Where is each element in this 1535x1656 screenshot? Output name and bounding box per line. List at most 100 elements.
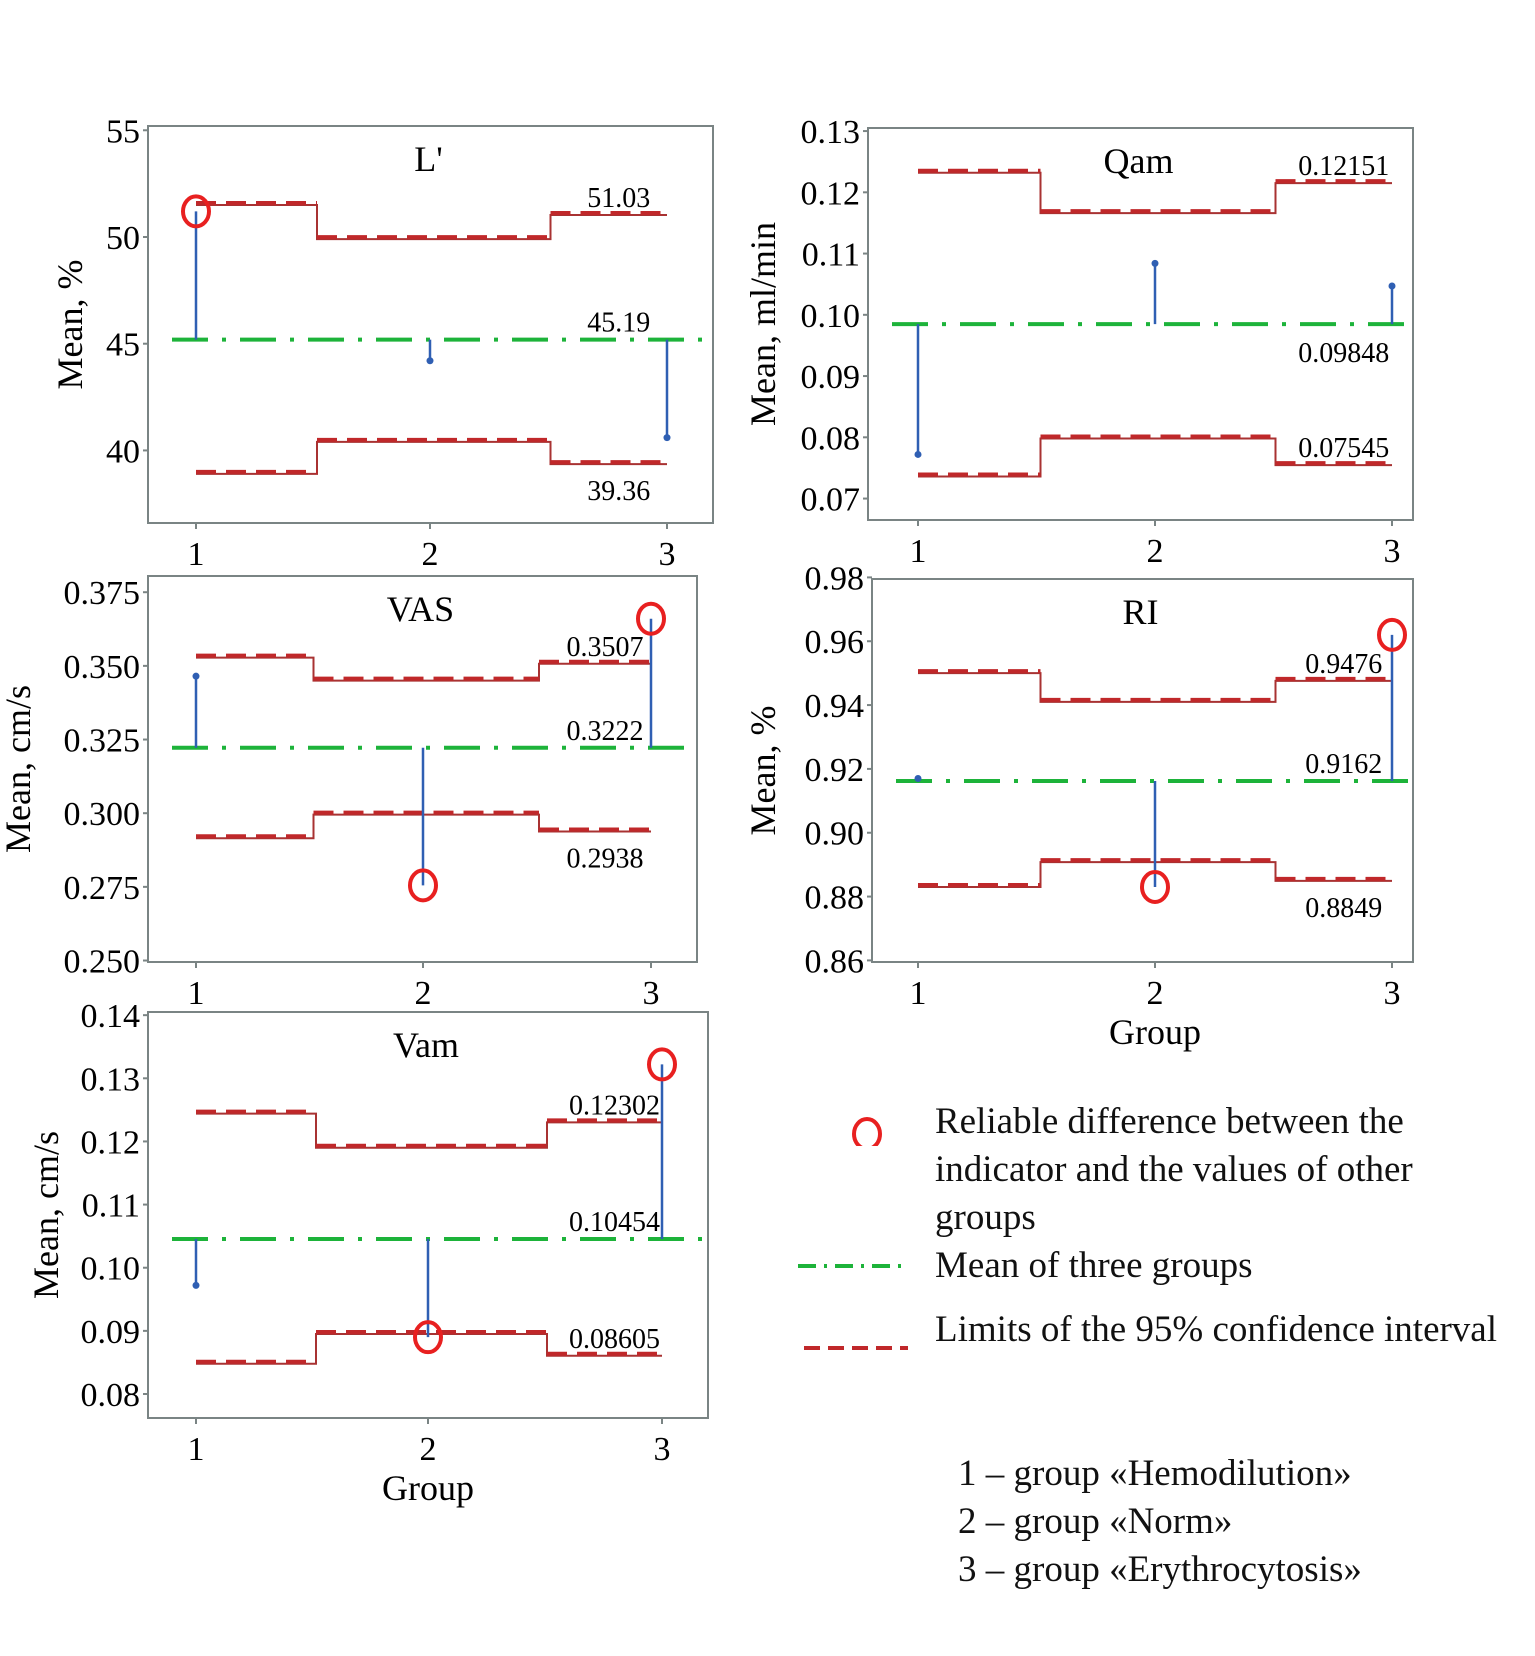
significant-difference-marker [1140,869,1170,904]
y-tick-label: 40 [106,433,140,470]
x-tick-label: 3 [1384,533,1401,570]
upper-limit-label: 0.12302 [569,1090,660,1121]
y-tick-label: 0.275 [64,870,141,907]
y-tick-label: 0.325 [64,723,141,760]
lower-limits-step [918,861,1392,888]
legend-label-limits: Limits of the 95% confidence interval [935,1309,1498,1350]
group-mean-point [192,672,200,680]
y-tick-label: 0.96 [805,624,865,661]
chart-panel-1: L' 40 45 50 55 1 2 3 Mean, % 45.19 51.03 39.36 [50,113,714,573]
lower-limit-label: 39.36 [587,476,650,507]
significant-difference-marker [408,868,438,903]
y-tick-label: 50 [106,220,140,257]
y-tick-label: 0.13 [81,1061,141,1098]
group-key-1: 1 – group «Hemodilution» [958,1453,1352,1494]
chart-title: Vam [393,1025,459,1065]
x-axis-label: Group [382,1468,474,1508]
plot-frame [871,578,1414,963]
upper-limit-label: 0.12151 [1298,151,1389,182]
x-tick-label: 2 [1147,975,1164,1012]
y-tick-label: 0.09 [81,1314,141,1351]
y-tick-label: 0.08 [801,420,861,457]
chart-panel-5: Vam 0.08 0.09 0.10 0.11 0.12 0.13 0.14 1 2 3 Mean, … [26,998,709,1508]
y-tick-label: 0.250 [64,944,141,981]
y-tick-label: 0.350 [64,649,141,686]
y-axis-label: Mean, % [50,260,90,390]
chart-panel-4: RI 0.86 0.88 0.90 0.92 0.94 0.96 0.98 1 2 3 Mean, %… [743,560,1414,1052]
legend: Reliable difference between the indicato… [790,1098,1510,1402]
red-circle-icon [852,1117,882,1146]
x-tick-label: 1 [188,975,205,1012]
legend-item-limits: Limits of the 95% confidence interval [790,1306,1510,1402]
grand-mean-label: 0.3222 [567,716,644,747]
upper-limit-label: 0.9476 [1305,649,1382,680]
significant-difference-marker [1377,617,1407,652]
group-key-2: 2 – group «Norm» [958,1501,1233,1542]
legend-label-significant: Reliable difference between the indicato… [935,1101,1413,1238]
significant-difference-marker [636,601,666,636]
y-tick-label: 0.10 [81,1251,141,1288]
x-tick-label: 1 [910,975,927,1012]
legend-item-significant: Reliable difference between the indicato… [790,1098,1510,1242]
significant-difference-marker [647,1047,677,1082]
y-tick-label: 0.13 [801,114,861,151]
y-tick-label: 0.300 [64,796,141,833]
y-tick-label: 55 [106,113,140,150]
upper-limit-label: 51.03 [587,183,650,214]
x-tick-label: 3 [659,536,676,573]
grand-mean-label: 0.10454 [569,1207,660,1238]
legend-label-mean: Mean of three groups [935,1245,1253,1286]
chart-title: L' [414,139,442,179]
y-tick-label: 0.07 [801,482,861,519]
group-mean-point [914,450,922,458]
x-tick-label: 1 [188,1431,205,1468]
upper-limits-step [196,656,651,682]
x-tick-label: 3 [1384,975,1401,1012]
x-tick-label: 2 [1147,533,1164,570]
significant-difference-marker [413,1320,443,1355]
y-tick-label: 0.375 [64,575,141,612]
group-mean-point [1151,259,1159,267]
x-tick-label: 3 [643,975,660,1012]
lower-limit-label: 0.8849 [1305,893,1382,924]
y-tick-label: 0.12 [801,175,861,212]
legend-item-mean: Mean of three groups [790,1242,1510,1306]
chart-title: RI [1123,592,1159,632]
x-tick-label: 2 [415,975,432,1012]
plot-frame [147,125,714,524]
group-mean-point [914,774,922,782]
lower-limit-label: 0.07545 [1298,433,1389,464]
y-tick-label: 45 [106,327,140,364]
chart-panel-3: VAS 0.250 0.275 0.300 0.325 0.350 0.375 1 2 3 Mean… [0,575,698,1012]
y-axis-label: Mean, ml/min [743,222,783,426]
y-tick-label: 0.86 [805,943,865,980]
group-mean-point [426,357,434,365]
x-tick-label: 2 [420,1431,437,1468]
lower-limit-label: 0.08605 [569,1324,660,1355]
y-tick-label: 0.09 [801,359,861,396]
grand-mean-label: 45.19 [587,308,650,339]
x-axis-label: Group [1109,1012,1201,1052]
significant-difference-marker [181,194,211,229]
y-axis-label: Mean, % [743,706,783,836]
y-axis-label: Mean, cm/s [26,1131,66,1299]
y-tick-label: 0.92 [805,752,865,789]
x-tick-label: 1 [910,533,927,570]
green-dash-dot-line-icon [798,1264,908,1268]
lower-limit-label: 0.2938 [567,843,644,874]
y-tick-label: 0.90 [805,816,865,853]
lower-limits-step [196,1333,662,1365]
x-tick-label: 2 [422,536,439,573]
group-mean-point [192,1281,200,1289]
x-tick-label: 3 [654,1431,671,1468]
y-axis-label: Mean, cm/s [0,685,38,853]
y-tick-label: 0.11 [802,237,860,274]
group-key-3: 3 – group «Erythrocytosis» [958,1549,1362,1590]
y-tick-label: 0.11 [82,1188,140,1225]
chart-panel-2: Qam 0.07 0.08 0.09 0.10 0.11 0.12 0.13 1 2 3 Mean, … [743,114,1414,570]
upper-limit-label: 0.3507 [567,632,644,663]
red-dashed-line-icon [804,1346,908,1350]
y-tick-label: 0.08 [81,1377,141,1414]
y-tick-label: 0.88 [805,880,865,917]
